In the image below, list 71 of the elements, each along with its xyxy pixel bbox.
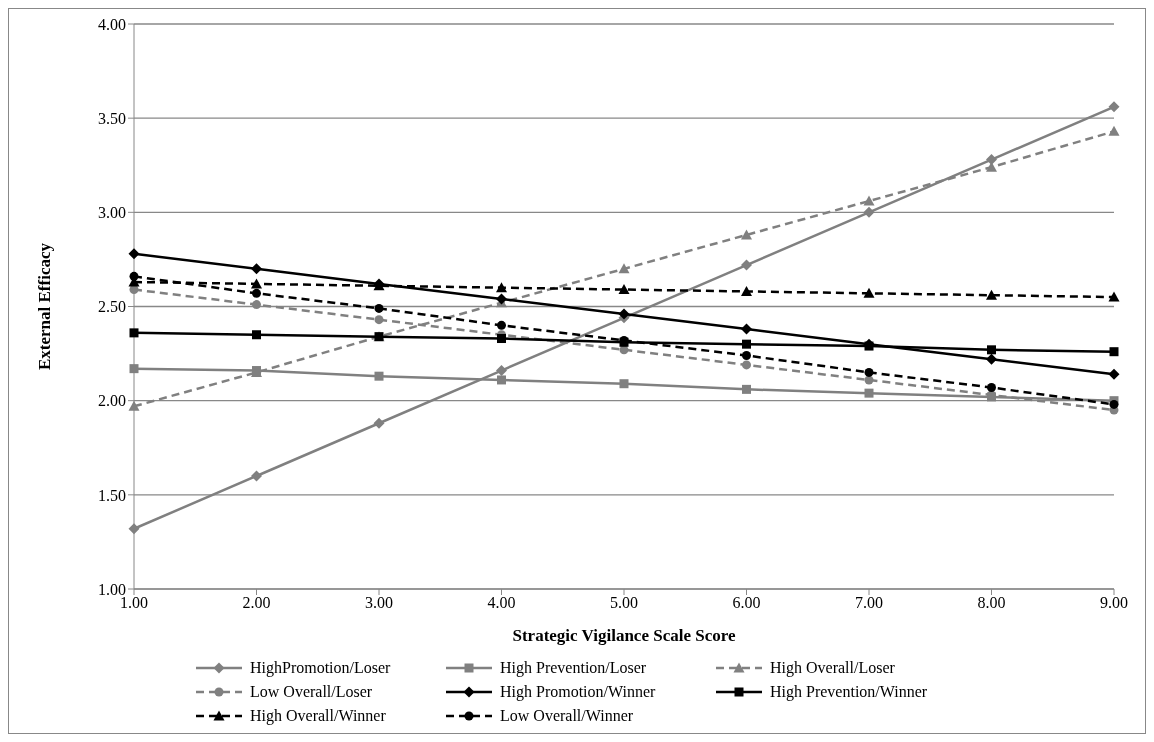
x-tick-label: 5.00 [610, 594, 638, 612]
point [1108, 101, 1120, 113]
x-tick-label: 6.00 [732, 594, 761, 612]
point [742, 350, 751, 360]
legend-label: Low Overall/Winner [500, 707, 634, 725]
point [374, 371, 384, 381]
point [987, 382, 996, 392]
y-tick-label: 1.50 [98, 486, 126, 504]
point [741, 229, 752, 240]
point [987, 345, 996, 355]
legend-label: Low Overall/Loser [250, 683, 373, 701]
point [986, 289, 997, 300]
point [252, 300, 261, 310]
point [251, 470, 262, 482]
y-axis-title: External Efficacy [35, 242, 55, 370]
point [1108, 291, 1120, 302]
point [1108, 368, 1120, 380]
y-tick-label: 3.00 [98, 204, 126, 222]
point [496, 365, 507, 377]
point [619, 379, 629, 389]
y-tick-label: 3.50 [98, 109, 126, 127]
legend-label: High Promotion/Winner [500, 683, 656, 701]
legend-label: High Prevention/Loser [500, 659, 647, 677]
x-tick-label: 8.00 [977, 594, 1006, 612]
point [863, 206, 875, 218]
point [864, 367, 874, 377]
point [129, 271, 139, 281]
point [252, 330, 261, 340]
point [496, 282, 507, 293]
point [741, 323, 752, 335]
x-tick-label: 4.00 [487, 594, 516, 612]
x-tick-label: 7.00 [855, 594, 883, 612]
point [863, 195, 875, 206]
point [129, 364, 139, 374]
point [497, 375, 506, 385]
point [618, 308, 630, 320]
point [741, 285, 752, 296]
point [618, 284, 630, 295]
x-tick-label: 9.00 [1100, 594, 1128, 612]
y-tick-label: 2.00 [98, 392, 126, 410]
point [374, 303, 384, 313]
point [863, 287, 875, 298]
point [252, 288, 261, 298]
legend-label: High Overall/Winner [250, 707, 386, 725]
point [1109, 347, 1119, 357]
point [128, 248, 140, 260]
legend-label: High Overall/Loser [770, 659, 895, 677]
x-axis-title: Strategic Vigilance Scale Score [512, 626, 736, 645]
point [742, 360, 751, 370]
point [496, 293, 507, 305]
point [497, 334, 506, 344]
point [374, 315, 384, 325]
point [129, 328, 139, 338]
point [741, 259, 752, 271]
point [618, 263, 630, 274]
point [497, 320, 506, 330]
legend-label: High Prevention/Winner [770, 683, 928, 701]
x-tick-label: 2.00 [242, 594, 271, 612]
point [1108, 125, 1120, 136]
y-tick-label: 2.50 [98, 298, 126, 316]
point [373, 417, 385, 429]
y-tick-label: 4.00 [98, 15, 126, 33]
point [742, 384, 751, 394]
point [864, 388, 874, 398]
x-tick-label: 3.00 [365, 594, 393, 612]
point [251, 278, 262, 289]
point [251, 263, 262, 275]
legend-label: HighPromotion/Loser [250, 659, 391, 677]
point [986, 353, 997, 365]
point [742, 339, 751, 349]
point [128, 523, 140, 535]
